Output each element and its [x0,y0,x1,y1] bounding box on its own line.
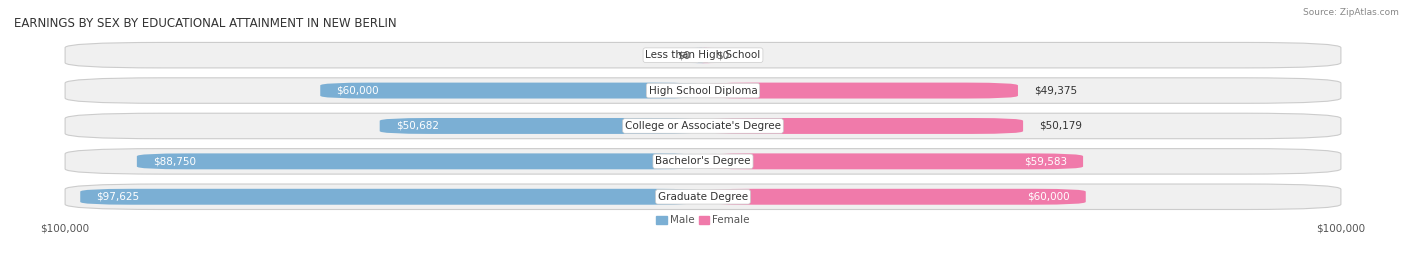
Text: $60,000: $60,000 [1028,192,1070,202]
Text: College or Associate's Degree: College or Associate's Degree [626,121,780,131]
FancyBboxPatch shape [321,83,703,99]
FancyBboxPatch shape [703,153,1083,169]
Text: High School Diploma: High School Diploma [648,85,758,96]
FancyBboxPatch shape [65,78,1341,103]
FancyBboxPatch shape [380,118,703,134]
Text: $88,750: $88,750 [153,156,195,166]
Text: Bachelor's Degree: Bachelor's Degree [655,156,751,166]
FancyBboxPatch shape [80,189,703,205]
FancyBboxPatch shape [703,118,1024,134]
Text: Graduate Degree: Graduate Degree [658,192,748,202]
FancyBboxPatch shape [65,149,1341,174]
FancyBboxPatch shape [65,113,1341,139]
Text: Source: ZipAtlas.com: Source: ZipAtlas.com [1303,8,1399,17]
Text: $59,583: $59,583 [1024,156,1067,166]
Text: $49,375: $49,375 [1033,85,1077,96]
FancyBboxPatch shape [703,189,1085,205]
Text: $0: $0 [678,50,690,60]
Text: EARNINGS BY SEX BY EDUCATIONAL ATTAINMENT IN NEW BERLIN: EARNINGS BY SEX BY EDUCATIONAL ATTAINMEN… [14,17,396,30]
FancyBboxPatch shape [703,83,1018,99]
Text: Less than High School: Less than High School [645,50,761,60]
Text: $50,179: $50,179 [1039,121,1083,131]
FancyBboxPatch shape [136,153,703,169]
FancyBboxPatch shape [690,47,710,63]
Text: $0: $0 [716,50,728,60]
Legend: Male, Female: Male, Female [652,211,754,230]
FancyBboxPatch shape [65,42,1341,68]
FancyBboxPatch shape [696,47,716,63]
Text: $50,682: $50,682 [395,121,439,131]
Text: $97,625: $97,625 [96,192,139,202]
Text: $60,000: $60,000 [336,85,378,96]
FancyBboxPatch shape [65,184,1341,210]
